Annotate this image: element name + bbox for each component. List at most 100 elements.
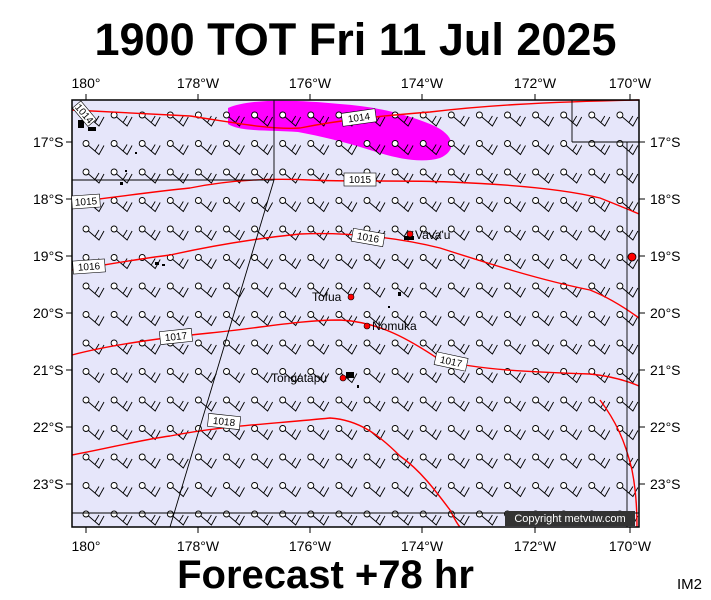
wind-barb	[82, 510, 105, 526]
wind-barb	[419, 510, 442, 526]
isobar-label: 1015	[75, 196, 98, 209]
wind-barbs	[82, 111, 639, 526]
wind-barb	[279, 368, 302, 384]
wind-barb	[504, 225, 526, 241]
wind-barb	[110, 368, 133, 384]
wind-barb	[447, 396, 470, 412]
wind-barb	[166, 140, 189, 156]
lat-label-right: 20°S	[650, 305, 681, 321]
wind-barb	[223, 225, 245, 241]
isobar-1014	[71, 99, 640, 130]
wind-barb	[560, 254, 583, 270]
wind-barb	[532, 225, 554, 241]
wind-barb	[363, 368, 386, 384]
wind-barb	[363, 396, 386, 412]
wind-barb	[166, 197, 189, 213]
wind-barb	[110, 482, 133, 498]
isobar-label: 1018	[212, 416, 236, 429]
wind-barb	[279, 339, 302, 355]
wind-barb	[616, 482, 639, 498]
lat-label-right: 22°S	[650, 419, 681, 435]
wind-barb	[419, 425, 442, 441]
wind-barb	[504, 311, 526, 327]
islands	[78, 120, 414, 388]
wind-barb	[475, 282, 498, 298]
wind-barb	[532, 482, 554, 498]
wind-barb	[475, 197, 498, 213]
lat-label-right: 17°S	[650, 134, 681, 150]
wind-barb	[82, 168, 105, 184]
lat-label-left: 19°S	[33, 248, 64, 264]
wind-barb	[391, 482, 414, 498]
wind-barb	[251, 368, 273, 384]
place-label-tofua: Tofua	[312, 290, 342, 304]
lon-label-bottom: 172°W	[514, 538, 557, 554]
wind-barb	[475, 425, 498, 441]
wind-barb	[447, 482, 470, 498]
wind-barb	[223, 396, 245, 412]
wind-barb	[82, 225, 105, 241]
wind-barb	[504, 197, 526, 213]
lat-label-right: 23°S	[650, 476, 681, 492]
isobars	[71, 99, 640, 528]
wind-barb	[560, 140, 583, 156]
wind-barb	[194, 254, 217, 270]
wind-barb	[251, 510, 273, 526]
wind-barb	[560, 225, 583, 241]
wind-barb	[110, 453, 133, 469]
wind-barb	[391, 339, 414, 355]
wind-barb	[251, 254, 273, 270]
wind-barb	[279, 453, 302, 469]
lon-label-top: 170°W	[609, 75, 652, 91]
wind-barb	[194, 482, 217, 498]
wind-barb	[138, 197, 161, 213]
wind-barb	[419, 482, 442, 498]
wind-barb	[335, 140, 358, 156]
wind-barb	[391, 140, 414, 156]
wind-barb	[251, 396, 273, 412]
wind-barb	[363, 453, 386, 469]
wind-barb	[616, 254, 639, 270]
lon-label-bottom: 170°W	[609, 538, 652, 554]
isobar-label: 1015	[349, 175, 372, 186]
wind-barb	[447, 140, 470, 156]
lon-label-top: 178°W	[177, 75, 220, 91]
wind-barb	[532, 339, 554, 355]
wind-barb	[447, 225, 470, 241]
wind-barb	[307, 197, 330, 213]
wind-barb	[307, 425, 330, 441]
wind-barb	[110, 339, 133, 355]
wind-barb	[532, 168, 554, 184]
wind-barb	[335, 453, 358, 469]
place-dot-east	[627, 252, 637, 262]
wind-barb	[223, 311, 245, 327]
wind-barb	[279, 282, 302, 298]
isobar-label: 1016	[78, 261, 101, 274]
wind-barb	[82, 425, 105, 441]
isobar-label: 1016	[356, 231, 380, 246]
isobar-label: 1017	[164, 331, 188, 344]
wind-barb	[335, 396, 358, 412]
wind-barb	[504, 453, 526, 469]
wind-barb	[223, 510, 245, 526]
wind-barb	[363, 510, 386, 526]
lon-label-top: 180°	[72, 75, 101, 91]
wind-barb	[194, 197, 217, 213]
map-background	[72, 100, 639, 527]
wind-barb	[223, 368, 245, 384]
wind-barb	[616, 168, 639, 184]
wind-barb	[194, 396, 217, 412]
wind-barb	[194, 339, 217, 355]
wind-barb	[588, 311, 611, 327]
wind-barb	[532, 140, 554, 156]
wind-barb	[588, 453, 611, 469]
wind-barb	[504, 168, 526, 184]
wind-barb	[279, 140, 302, 156]
wind-barb	[279, 254, 302, 270]
lat-label-right: 19°S	[650, 248, 681, 264]
wind-barb	[279, 111, 302, 127]
wind-barb	[588, 168, 611, 184]
wind-barb	[138, 482, 161, 498]
wind-barb	[307, 396, 330, 412]
map-title: 1900 TOT Fri 11 Jul 2025	[94, 14, 617, 65]
